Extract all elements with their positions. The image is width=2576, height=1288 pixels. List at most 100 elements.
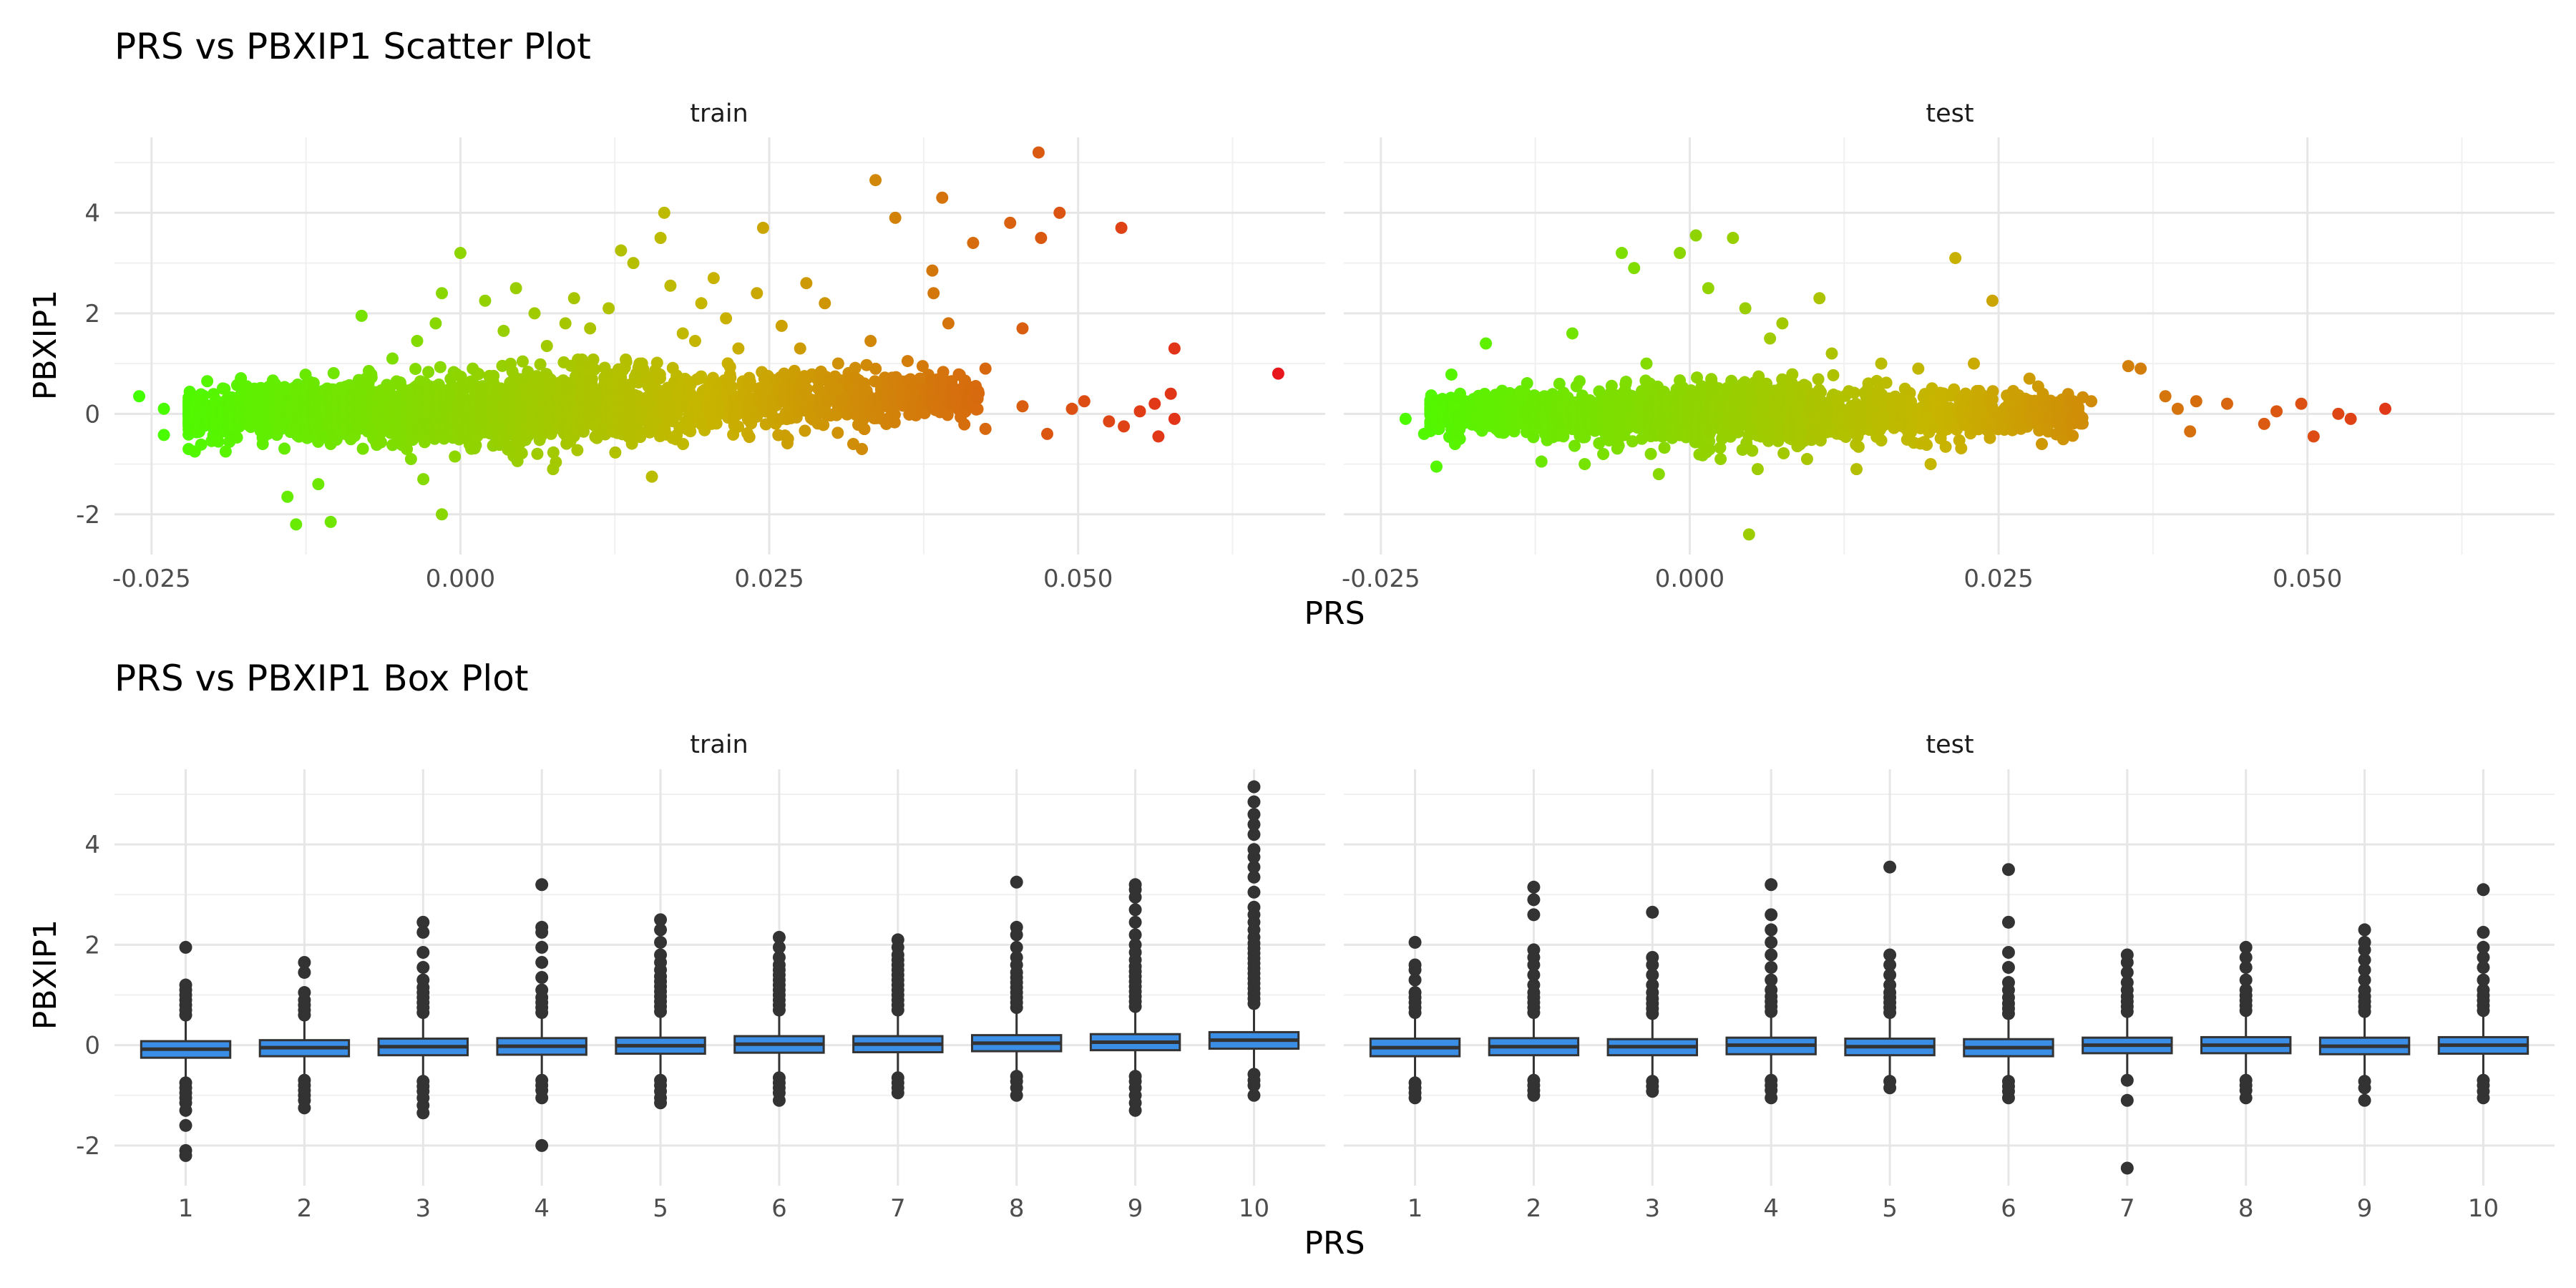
scatter-point [888,409,901,421]
box-7 [852,933,944,1100]
scatter-point [794,342,806,355]
scatter-point [374,436,387,449]
box-outlier [416,915,430,929]
x-tick-label: 7 [890,1194,906,1223]
box-outlier [1527,908,1541,922]
scatter-point [664,279,677,292]
box-outlier [2358,1093,2371,1107]
scatter-point [1727,231,1740,244]
scatter-point [927,287,940,300]
box-outlier [891,1086,904,1100]
scatter-point [2332,407,2345,420]
x-tick-label: 3 [415,1194,431,1223]
x-tick-label: 1 [178,1194,194,1223]
y-tick-label: 4 [84,831,100,859]
scatter-title: PRS vs PBXIP1 Scatter Plot [114,26,591,67]
box-outlier [2001,863,2015,877]
y-tick-label: 0 [84,400,100,429]
scatter-point [1053,206,1066,219]
x-tick-label: 0.000 [426,565,495,593]
y-tick-label: 4 [84,199,100,228]
scatter-point [1986,385,1999,398]
scatter-point [1016,322,1029,335]
scatter-point [404,453,417,466]
box-outlier [2239,973,2253,987]
box-outlier [179,978,192,992]
scatter-point [958,418,971,431]
scatter-point [256,437,269,450]
scatter-point [2171,402,2184,415]
scatter-point [516,355,529,368]
scatter-point [2190,395,2202,408]
scatter-point [454,247,467,260]
scatter-point [1399,412,1412,425]
scatter-panel-test: -0.025 0.000 0.025 0.050 [1342,137,2555,593]
box-outlier [416,1106,430,1120]
box-outlier [298,1101,311,1115]
scatter-point [559,317,572,330]
scatter-point [889,211,902,224]
x-tick-label: 10 [2468,1194,2499,1223]
scatter-point [201,375,214,388]
box-outlier [2477,940,2490,954]
box-outlier [1247,808,1261,821]
x-tick-label: 5 [653,1194,668,1223]
box-x-axis-label: PRS [1304,1225,1365,1262]
scatter-point [2035,437,2048,450]
scatter-point [723,361,736,374]
scatter-point [720,312,733,325]
box-outlier [2358,1081,2371,1095]
scatter-point [411,334,424,347]
scatter-point [230,431,243,444]
y-tick-label: 2 [84,931,100,960]
y-tick-label: 2 [84,300,100,328]
box-outlier [1527,893,1541,907]
box-outlier [1247,843,1261,857]
box-outlier [654,913,668,927]
scatter-point [312,478,325,491]
x-tick-label: 0.025 [1963,565,2033,593]
box-facet-test-label: test [1926,731,1974,759]
box-outlier [179,1118,192,1132]
scatter-point [1776,317,1789,330]
x-tick-label: 0.000 [1655,565,1724,593]
scatter-point [1880,376,1893,389]
scatter-point [571,444,584,457]
scatter-point [1448,437,1461,450]
box-outlier [1247,780,1261,794]
scatter-point [2270,405,2283,418]
scatter-point [615,244,628,257]
x-tick-label: 8 [1009,1194,1025,1223]
box-outlier [2477,1091,2490,1105]
scatter-point [1597,448,1610,461]
scatter-point [2307,430,2320,443]
scatter-point [1078,395,1091,408]
x-tick-label: 10 [1239,1194,1269,1223]
box-outlier [1408,986,1422,1000]
scatter-point [1168,412,1181,425]
box-outlier [1765,908,1778,922]
box-panel-test: 1 2 3 4 5 6 7 8 9 10 [1344,769,2555,1223]
scatter-point [487,369,500,382]
box-y-axis-label: PBXIP1 [27,919,64,1030]
scatter-point [756,221,769,234]
scatter-point [1065,402,1078,415]
box-outlier [2358,923,2371,937]
scatter-point [336,382,348,395]
scatter-point [469,439,482,452]
scatter-point [858,423,871,436]
box-outlier [1247,795,1261,809]
scatter-point [1764,332,1777,345]
scatter-point [1521,377,1533,390]
scatter-point [1777,447,1790,459]
scatter-point [509,282,522,295]
box-outlier [1128,903,1142,917]
scatter-point [307,376,320,389]
scatter-point [479,294,492,307]
box-1 [1369,935,1461,1105]
box-outlier [1646,905,1659,919]
scatter-point [609,446,622,459]
scatter-point [1115,221,1128,234]
box-outlier [535,983,549,997]
